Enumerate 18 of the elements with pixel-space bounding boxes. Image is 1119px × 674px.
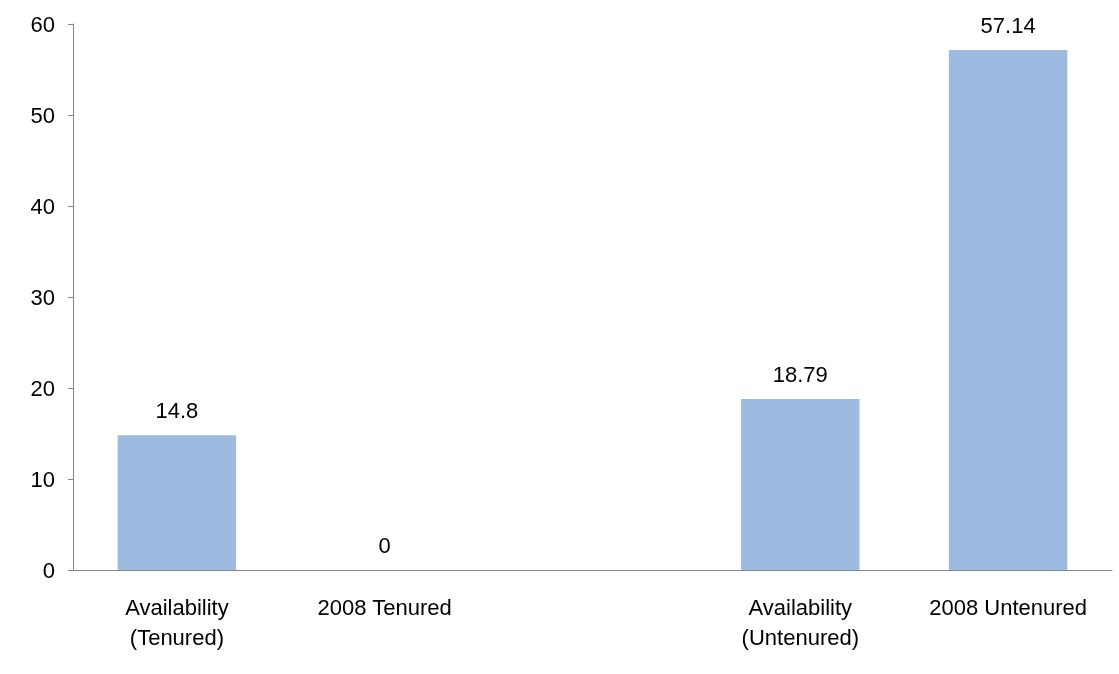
x-tick-label: Availability (Tenured)	[125, 594, 229, 650]
y-tick-label: 20	[30, 375, 55, 401]
data-label: 14.8	[155, 397, 199, 423]
x-tick-label: Availability (Untenured)	[741, 594, 859, 650]
y-tick-label: 50	[30, 102, 55, 128]
y-tick-label: 40	[30, 193, 55, 219]
bar	[117, 435, 237, 570]
y-tick-label: 60	[30, 11, 55, 37]
x-tick-label: 2008 Tenured	[317, 594, 452, 620]
bar	[741, 399, 860, 570]
data-label: 57.14	[980, 12, 1036, 38]
data-label: 18.79	[772, 361, 828, 387]
data-label: 0	[378, 532, 391, 558]
y-tick-label: 0	[42, 557, 55, 583]
y-tick-label: 10	[30, 466, 55, 492]
y-tick-label: 30	[30, 284, 55, 310]
bar	[948, 50, 1068, 570]
x-tick-label: 2008 Untenured	[929, 594, 1087, 620]
